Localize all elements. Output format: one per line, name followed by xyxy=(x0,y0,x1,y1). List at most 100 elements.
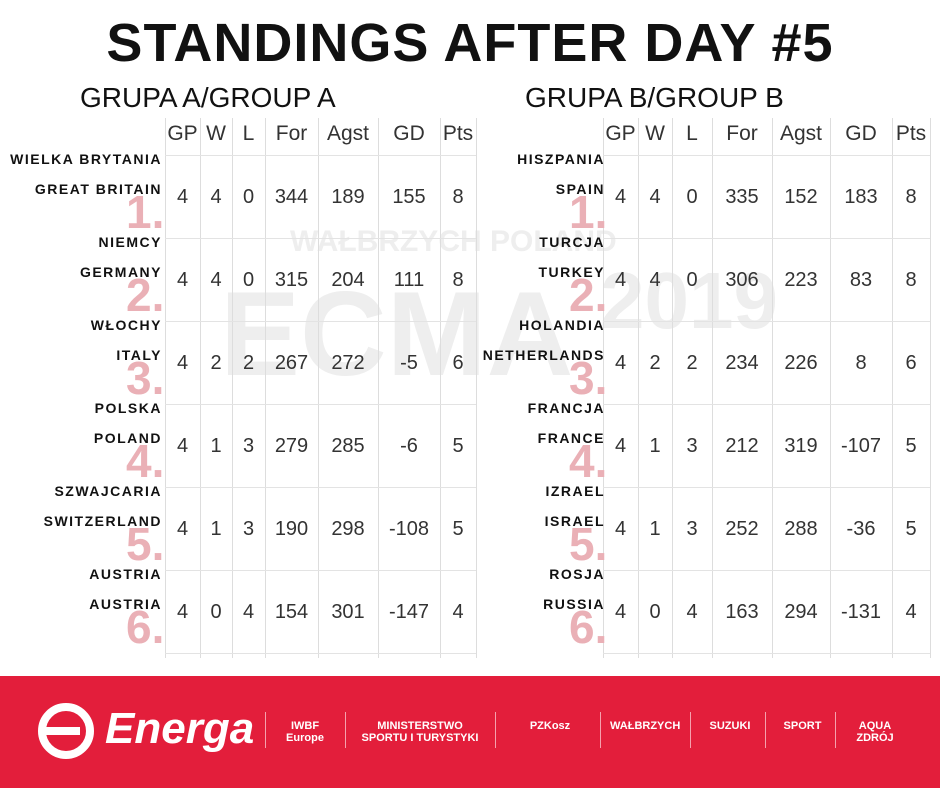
rank: 1. xyxy=(569,186,608,238)
stat-cell: 0 xyxy=(210,601,222,623)
team-name-pl: WIELKA BRYTANIA xyxy=(10,151,162,167)
column-header: For xyxy=(275,122,308,145)
separator xyxy=(765,712,766,748)
column-header: Agst xyxy=(779,122,823,145)
row-line xyxy=(603,487,930,488)
stat-cell: 344 xyxy=(274,186,309,208)
column-line xyxy=(318,118,319,658)
rank: 4. xyxy=(126,435,165,487)
team-name-en: GREAT BRITAIN xyxy=(34,181,162,197)
row-line xyxy=(165,155,476,156)
team-name-pl: WŁOCHY xyxy=(90,317,162,333)
rank: 3. xyxy=(569,352,608,404)
stat-cell: 204 xyxy=(331,269,365,291)
team-name-pl: FRANCJA xyxy=(527,400,605,416)
column-header: GP xyxy=(605,122,636,145)
stat-cell: 8 xyxy=(452,186,464,208)
stat-cell: 4 xyxy=(614,352,627,374)
stat-cell: 4 xyxy=(614,269,627,291)
sponsor: AQUA ZDRÓJ xyxy=(856,720,894,744)
stat-cell: -6 xyxy=(400,435,418,457)
stat-cell: 8 xyxy=(905,269,917,291)
footer: Energa IWBF Europe MINISTERSTWO SPORTU I … xyxy=(0,676,940,788)
sponsor: IWBF Europe xyxy=(286,720,324,744)
column-header: GD xyxy=(845,122,877,145)
stat-cell: 279 xyxy=(274,435,309,457)
column-line xyxy=(712,118,713,658)
stat-cell: 301 xyxy=(331,601,365,623)
team-name-pl: TURCJA xyxy=(539,234,605,250)
stat-cell: 4 xyxy=(614,186,627,208)
column-line xyxy=(930,118,931,658)
stat-cell: 294 xyxy=(784,601,818,623)
row-line xyxy=(165,570,476,571)
stat-cell: -147 xyxy=(388,601,430,623)
stat-cell: 154 xyxy=(274,601,309,623)
stat-cell: 0 xyxy=(686,269,698,291)
column-header: Agst xyxy=(326,122,370,145)
column-line xyxy=(265,118,266,658)
team-name-pl: SZWAJCARIA xyxy=(54,483,162,499)
stat-cell: 267 xyxy=(274,352,309,374)
separator xyxy=(265,712,266,748)
stat-cell: 1 xyxy=(649,518,661,540)
group-heading: GRUPA B/GROUP B xyxy=(525,82,784,113)
sponsor: MINISTERSTWO SPORTU I TURYSTYKI xyxy=(361,720,479,744)
row-line xyxy=(165,321,476,322)
column-header: W xyxy=(645,122,665,145)
stat-cell: 319 xyxy=(784,435,818,457)
stat-cell: 5 xyxy=(905,435,917,457)
team-name-en: ISRAEL xyxy=(544,513,605,529)
row-line xyxy=(165,487,476,488)
row-line xyxy=(165,238,476,239)
stat-cell: 234 xyxy=(725,352,759,374)
stat-cell: 4 xyxy=(176,352,189,374)
stat-cell: 0 xyxy=(686,186,698,208)
stat-cell: 6 xyxy=(452,352,464,374)
row-line xyxy=(603,155,930,156)
stat-cell: -131 xyxy=(840,601,882,623)
column-header: L xyxy=(242,122,255,145)
stat-cell: 335 xyxy=(725,186,759,208)
stat-cell: 315 xyxy=(274,269,309,291)
rank: 3. xyxy=(126,352,165,404)
column-header: GP xyxy=(167,122,198,145)
row-line xyxy=(603,404,930,405)
sponsor: SUZUKI xyxy=(709,720,751,732)
brand: Energa xyxy=(105,704,255,753)
stat-cell: 83 xyxy=(849,269,873,291)
column-line xyxy=(638,118,639,658)
sponsor: PZKosz xyxy=(529,720,571,732)
stat-cell: 4 xyxy=(614,518,627,540)
stat-cell: 8 xyxy=(855,352,867,374)
rank: 6. xyxy=(126,601,165,653)
team-name-en: ITALY xyxy=(116,347,162,363)
rank: 5. xyxy=(126,518,165,570)
stat-cell: -36 xyxy=(846,518,876,540)
team-name-en: AUSTRIA xyxy=(89,596,162,612)
separator xyxy=(495,712,496,748)
stat-cell: 226 xyxy=(784,352,818,374)
stat-cell: 4 xyxy=(649,269,661,291)
stat-cell: 2 xyxy=(242,352,255,374)
stat-cell: 2 xyxy=(649,352,661,374)
column-header: Pts xyxy=(442,122,474,145)
column-line xyxy=(165,118,166,658)
stat-cell: 4 xyxy=(176,435,189,457)
stat-cell: 152 xyxy=(784,186,818,208)
team-name-pl: AUSTRIA xyxy=(89,566,162,582)
stat-cell: 4 xyxy=(614,601,627,623)
stat-cell: 0 xyxy=(242,269,255,291)
team-name-pl: HOLANDIA xyxy=(519,317,605,333)
stat-cell: 272 xyxy=(331,352,365,374)
stat-cell: 4 xyxy=(614,435,627,457)
column-line xyxy=(378,118,379,658)
stat-cell: 189 xyxy=(331,186,365,208)
row-line xyxy=(165,653,476,654)
team-name-en: RUSSIA xyxy=(543,596,605,612)
stat-cell: 8 xyxy=(905,186,917,208)
stat-cell: 298 xyxy=(331,518,365,540)
stat-cell: 212 xyxy=(725,435,759,457)
stat-cell: 252 xyxy=(725,518,759,540)
stat-cell: 3 xyxy=(686,518,698,540)
